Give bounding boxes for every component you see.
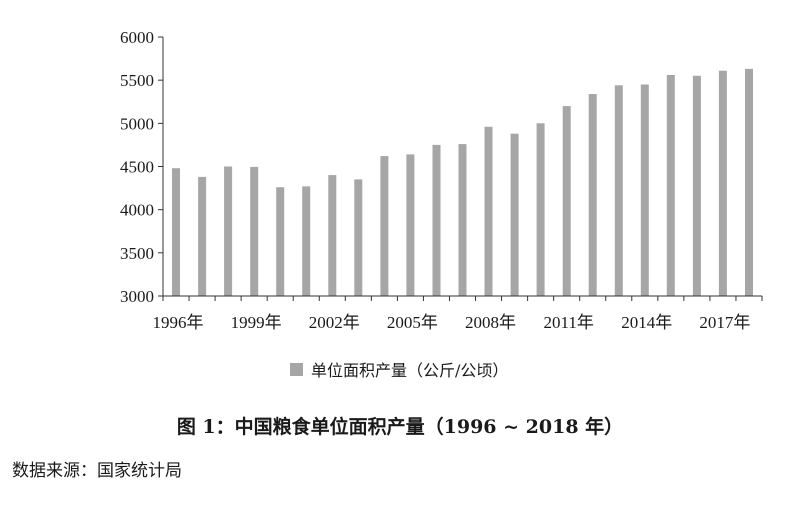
x-tick-label-2014: 2014年 [621,313,672,332]
bar-2014 [640,84,649,296]
bar-1999 [250,166,259,296]
y-tick-label-3000: 3000 [120,287,154,306]
y-tick-label-5000: 5000 [120,114,154,133]
bar-2007 [458,144,467,296]
bar-1998 [224,166,233,296]
bar-2011 [562,106,571,296]
axes-group [158,36,763,301]
y-tick-label-4500: 4500 [120,158,154,177]
chart-caption: 图 1：中国粮食单位面积产量（1996 ~ 2018 年） [176,416,624,438]
bar-2016 [692,75,701,296]
legend-swatch [290,362,303,376]
x-tick-label-1999: 1999年 [231,313,282,332]
bar-2000 [276,187,285,296]
bar-2001 [302,186,311,296]
bar-1996 [172,168,180,296]
x-tick-label-2002: 2002年 [309,313,360,332]
bar-2017 [718,70,727,296]
bar-2015 [666,75,675,296]
x-tick-label-2005: 2005年 [387,313,438,332]
bar-2013 [614,85,623,296]
legend-label: 单位面积产量（公斤/公顷） [311,361,509,380]
bars-group [172,68,753,297]
bar-2006 [432,144,441,296]
bar-2018 [745,68,753,297]
bar-2005 [406,154,415,296]
y-tick-label-4000: 4000 [120,201,154,220]
tick-labels-group: 3000 3500 4000 4500 5000 5500 6000 1996年 1999年 20… [120,28,750,332]
bar-2009 [510,133,519,296]
y-tick-label-6000: 6000 [120,28,154,47]
y-tick-label-5500: 5500 [120,71,154,90]
bar-2002 [328,175,337,296]
bar-2012 [588,94,597,296]
bar-1997 [198,176,207,296]
bar-2010 [536,123,545,296]
data-source: 数据来源：国家统计局 [12,461,182,481]
x-tick-label-2017: 2017年 [699,313,750,332]
x-tick-label-1996: 1996年 [153,313,204,332]
bar-2004 [380,156,389,296]
x-tick-label-2008: 2008年 [465,313,516,332]
y-tick-label-3500: 3500 [120,244,154,263]
bar-2008 [484,126,493,296]
bar-2003 [354,179,363,296]
legend: 单位面积产量（公斤/公顷） [290,358,508,380]
x-tick-label-2011: 2011年 [543,313,593,332]
